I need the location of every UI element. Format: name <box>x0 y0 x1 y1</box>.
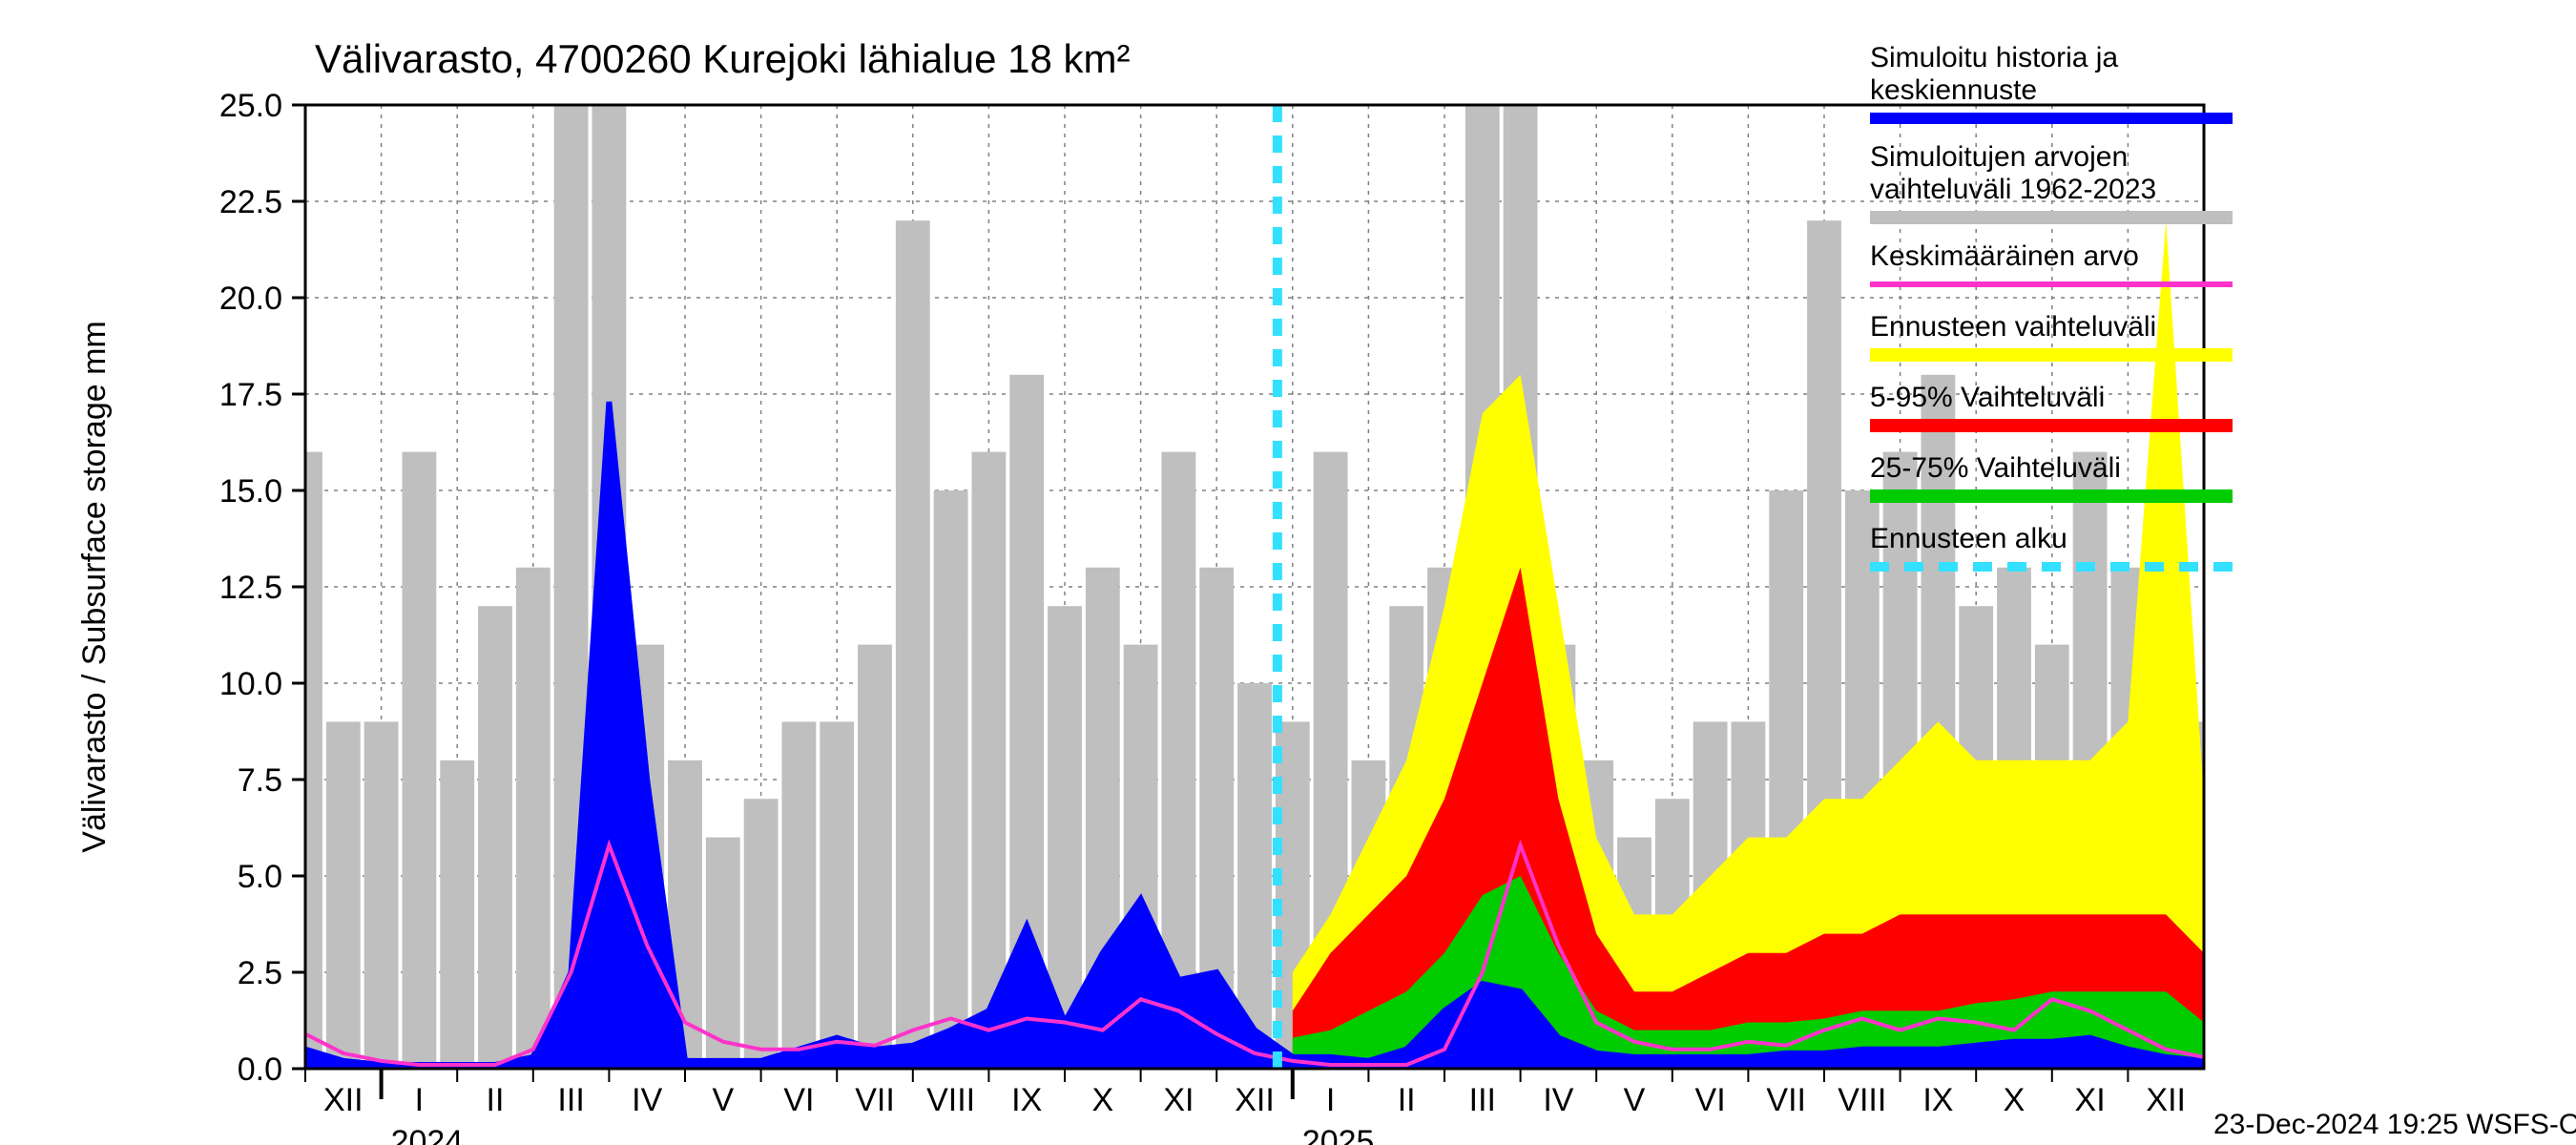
x-tick-label: I <box>415 1082 424 1118</box>
x-tick-label: XII <box>1235 1082 1275 1118</box>
chart-footer: 23-Dec-2024 19:25 WSFS-O <box>2213 1109 2576 1140</box>
x-year-label: 2025 <box>1302 1124 1375 1145</box>
x-tick-label: IV <box>632 1082 662 1118</box>
legend-label: Simuloitu historia ja <box>1870 42 2118 73</box>
y-tick-label: 0.0 <box>238 1051 282 1088</box>
x-tick-label: XII <box>2146 1082 2186 1118</box>
y-tick-label: 5.0 <box>238 859 282 895</box>
y-tick-label: 20.0 <box>219 281 282 317</box>
x-tick-label: VI <box>1695 1082 1726 1118</box>
chart-svg: 0.0 2.5 5.0 7.5 10.0 12.5 15.0 17.5 20.0 22.5 25.0… <box>0 0 2576 1145</box>
x-tick-label: VII <box>1766 1082 1806 1118</box>
y-tick-label: 7.5 <box>238 762 282 799</box>
y-tick-label: 2.5 <box>238 955 282 991</box>
x-tick-label: VIII <box>926 1082 975 1118</box>
x-tick-label: XI <box>1163 1082 1194 1118</box>
y-tick-label: 15.0 <box>219 473 282 510</box>
x-tick-label: X <box>1091 1082 1113 1118</box>
x-tick-label: V <box>712 1082 734 1118</box>
y-tick-label: 10.0 <box>219 666 282 702</box>
x-tick-label: III <box>1469 1082 1496 1118</box>
y-tick-label: 17.5 <box>219 377 282 413</box>
legend-label: keskiennuste <box>1870 74 2037 106</box>
x-tick-label: VII <box>855 1082 895 1118</box>
x-tick-label: V <box>1624 1082 1646 1118</box>
legend-label: Ennusteen vaihteluväli <box>1870 311 2156 343</box>
x-tick-label: IX <box>1011 1082 1042 1118</box>
y-tick-label: 12.5 <box>219 570 282 606</box>
x-tick-label: II <box>487 1082 505 1118</box>
legend-label: Keskimääräinen arvo <box>1870 240 2139 272</box>
x-tick-label: XI <box>2075 1082 2106 1118</box>
chart-container: 0.0 2.5 5.0 7.5 10.0 12.5 15.0 17.5 20.0 22.5 25.0… <box>0 0 2576 1145</box>
chart-title: Välivarasto, 4700260 Kurejoki lähialue 1… <box>315 36 1131 81</box>
x-tick-label: I <box>1326 1082 1335 1118</box>
x-tick-label: II <box>1398 1082 1416 1118</box>
x-tick-label: III <box>557 1082 584 1118</box>
legend-label: vaihteluväli 1962-2023 <box>1870 174 2156 205</box>
x-year-label: 2024 <box>391 1124 464 1145</box>
y-tick-label: 22.5 <box>219 184 282 220</box>
legend-label: 25-75% Vaihteluväli <box>1870 452 2121 484</box>
y-tick-label: 25.0 <box>219 88 282 124</box>
legend-label: Simuloitujen arvojen <box>1870 141 2128 173</box>
legend-label: Ennusteen alku <box>1870 523 2067 554</box>
x-tick-label: X <box>2004 1082 2025 1118</box>
x-tick-label: VI <box>783 1082 814 1118</box>
y-axis-label: Välivarasto / Subsurface storage mm <box>76 321 113 852</box>
x-tick-label: XII <box>323 1082 364 1118</box>
x-tick-label: IX <box>1922 1082 1953 1118</box>
x-tick-label: VIII <box>1838 1082 1886 1118</box>
legend-label: 5-95% Vaihteluväli <box>1870 382 2105 413</box>
x-tick-label: IV <box>1543 1082 1573 1118</box>
